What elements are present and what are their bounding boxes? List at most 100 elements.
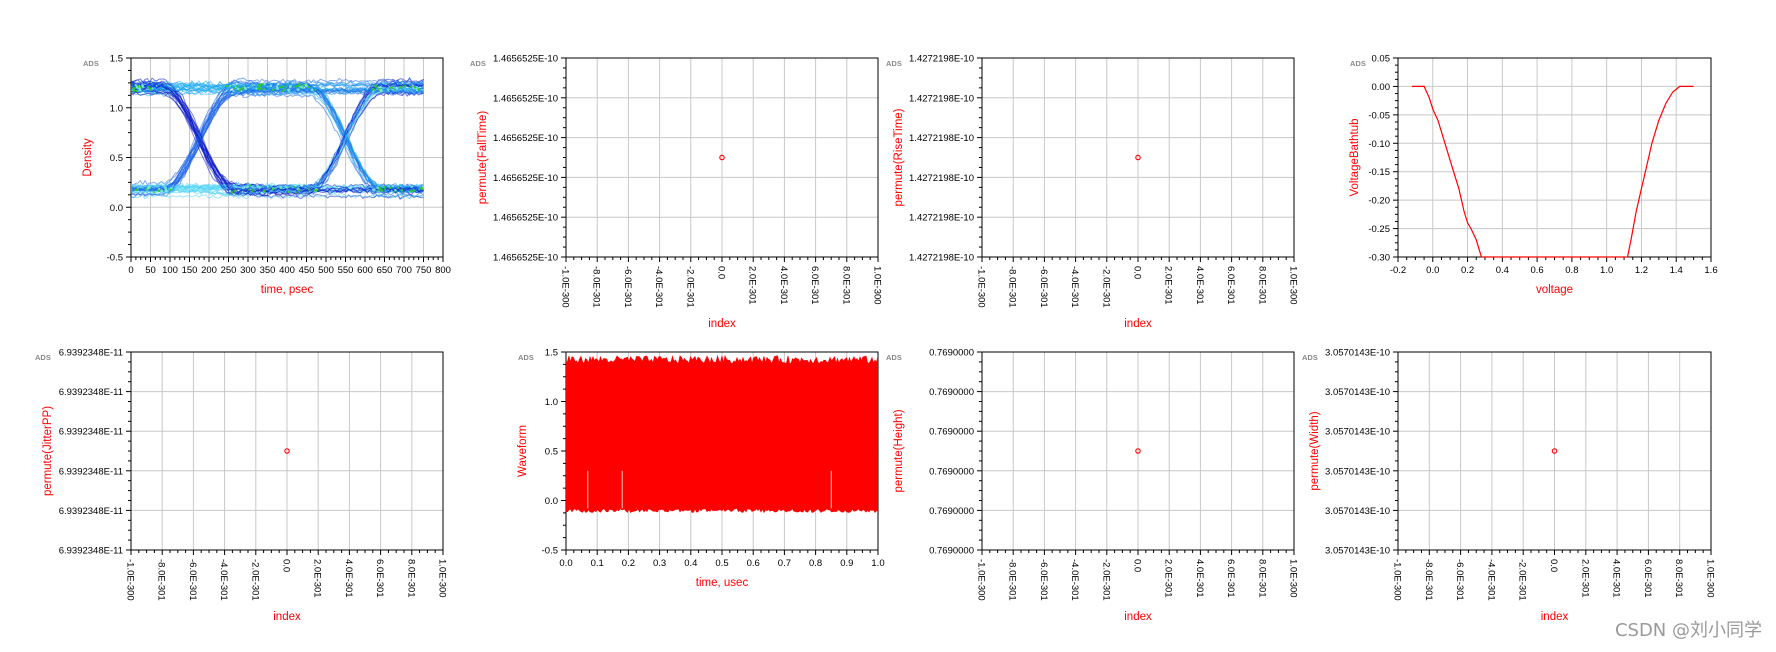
x-tick-label: -4.0E-301: [653, 266, 664, 308]
y-tick-label: 0.00: [1372, 82, 1391, 93]
x-tick-label: 0.4: [684, 558, 697, 569]
x-tick-label: 400: [279, 265, 295, 276]
density-dot: [275, 85, 279, 88]
y-tick-label: 3.0570143E-10: [1325, 348, 1390, 359]
brand-tag: ADS: [886, 353, 902, 362]
y-tick-label: 0.5: [110, 153, 123, 164]
x-tick-label: 4.0E-301: [778, 266, 789, 305]
density-dot: [371, 88, 375, 91]
y-tick-label: 3.0570143E-10: [1325, 466, 1390, 477]
density-dot: [297, 189, 301, 192]
x-tick-label: -2.0E-301: [1100, 559, 1111, 601]
x-tick-label: 2.0E-301: [1579, 559, 1590, 598]
x-tick-label: 0.0: [281, 559, 292, 572]
y-tick-label: 1.4272198E-10: [909, 213, 974, 224]
eye-diagram: [131, 76, 425, 200]
density-dot: [262, 88, 265, 91]
y-tick-label: 0.5: [545, 447, 558, 458]
density-dot: [307, 86, 310, 89]
x-tick-label: 0.1: [591, 558, 604, 569]
x-tick-label: 0: [128, 265, 133, 276]
density-dot: [137, 186, 140, 189]
density-dot: [230, 191, 234, 194]
density-dot: [300, 86, 304, 89]
y-tick-label: 6.9392348E-11: [59, 387, 123, 398]
waveform-top-edge: [566, 354, 878, 366]
x-tick-label: 1.0: [1600, 265, 1613, 276]
density-dot: [272, 187, 275, 190]
eye-trace: [131, 90, 424, 197]
eye-trace: [131, 90, 424, 191]
x-tick-label: -8.0E-301: [591, 266, 602, 308]
density-dot: [236, 85, 239, 88]
density-dot: [148, 87, 152, 91]
x-tick-label: 0.0: [1426, 265, 1439, 276]
x-axis-title: time, usec: [696, 577, 749, 589]
x-tick-label: 0.0: [1132, 559, 1143, 572]
density-dot: [298, 82, 301, 85]
density-dot: [278, 86, 282, 89]
y-tick-label: 1.4272198E-10: [909, 173, 974, 184]
data-point: [284, 448, 290, 454]
density-dot: [305, 84, 308, 88]
brand-tag: ADS: [470, 59, 486, 68]
density-dot: [241, 190, 244, 193]
density-dot: [269, 84, 273, 88]
density-dot: [255, 87, 258, 90]
density-dot: [302, 83, 305, 87]
x-tick-label: -6.0E-301: [1454, 559, 1465, 601]
y-axis-title: Density: [82, 138, 94, 177]
chart-waveform: 1.51.00.50.0-0.50.0 0.1 0.2 0.3 0.4 0.5 0.6 0.7…: [517, 348, 885, 590]
density-dot: [294, 191, 297, 194]
density-dot: [396, 190, 399, 193]
x-tick-label: -1.0E-300: [560, 266, 571, 308]
density-dot: [383, 186, 386, 189]
density-dot: [132, 89, 136, 93]
x-axis-title: index: [708, 318, 736, 330]
x-tick-label: 750: [416, 265, 432, 276]
y-axis-title: Waveform: [517, 425, 529, 477]
brand-tag: ADS: [1350, 59, 1366, 68]
plot-frame: [1397, 57, 1712, 258]
y-axis-title: VoltageBathtub: [1349, 118, 1361, 196]
x-tick-label: -1.0E-300: [976, 266, 987, 308]
x-axis-title: time, psec: [261, 284, 314, 296]
x-tick-label: 1.0E-300: [437, 559, 448, 598]
density-dot: [420, 187, 424, 191]
x-tick-label: 700: [396, 265, 412, 276]
density-dot: [383, 187, 387, 191]
y-tick-label: 6.9392348E-11: [59, 427, 123, 438]
density-dot: [135, 89, 138, 93]
density-dot: [282, 88, 286, 91]
x-tick-label: 1.4: [1670, 265, 1683, 276]
density-dot: [266, 185, 269, 188]
density-dot: [295, 85, 299, 88]
x-tick-label: 0.0: [1132, 266, 1143, 279]
density-dot: [389, 86, 393, 90]
x-tick-label: -2.0E-301: [1100, 266, 1111, 308]
x-tick-label: 0.4: [1496, 265, 1509, 276]
x-tick-label: -1.0E-300: [1392, 559, 1403, 601]
density-dot: [240, 86, 244, 90]
y-tick-label: 1.4656525E-10: [493, 93, 558, 104]
y-tick-label: -0.20: [1368, 196, 1390, 207]
x-tick-label: -2.0E-301: [684, 266, 695, 308]
eye-trace: [131, 89, 424, 194]
density-dot: [379, 85, 382, 89]
density-dot: [400, 188, 404, 192]
x-tick-label: 0.6: [747, 558, 760, 569]
density-dot: [388, 186, 392, 189]
y-tick-label: -0.15: [1368, 167, 1390, 178]
density-dot: [281, 89, 285, 93]
y-tick-label: 3.0570143E-10: [1325, 506, 1390, 517]
x-tick-label: 8.0E-301: [405, 559, 416, 598]
density-dot: [288, 186, 291, 189]
density-dot: [260, 83, 263, 86]
x-tick-label: 2.0E-301: [747, 266, 758, 305]
density-dot: [132, 86, 136, 90]
x-tick-label: 1.0E-300: [872, 266, 883, 305]
x-tick-label: 0.5: [715, 558, 728, 569]
x-axis-title: index: [1541, 611, 1569, 623]
density-dot: [246, 186, 249, 189]
x-tick-label: -6.0E-301: [187, 559, 198, 601]
